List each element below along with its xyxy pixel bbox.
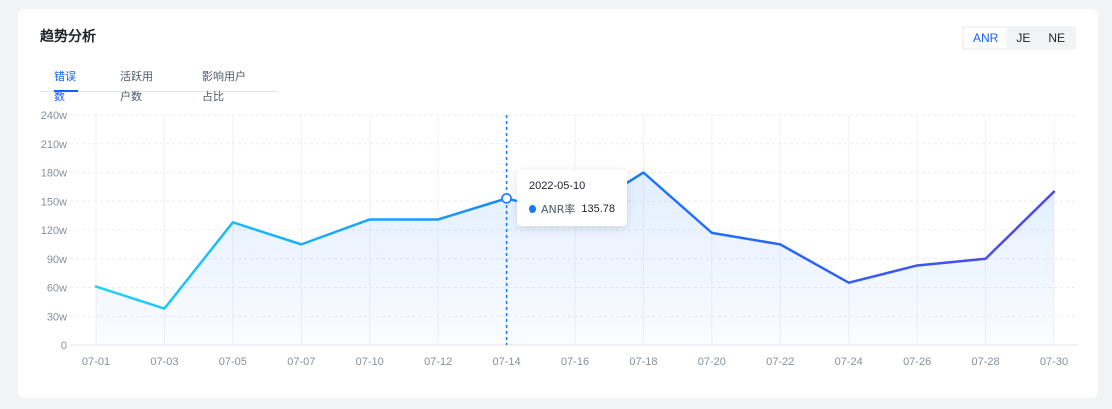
tooltip-row: ANR率 135.78 xyxy=(529,201,615,217)
x-tick-label: 07-18 xyxy=(629,356,657,368)
x-tick-label: 07-28 xyxy=(972,356,1000,368)
y-tick-label: 180w xyxy=(41,168,67,180)
x-tick-label: 07-14 xyxy=(493,356,521,368)
chart-tooltip: 2022-05-10 ANR率 135.78 xyxy=(517,170,627,226)
segment-anr[interactable]: ANR xyxy=(963,28,1008,48)
y-tick-label: 240w xyxy=(41,110,67,122)
x-tick-label: 07-30 xyxy=(1040,356,1068,368)
x-tick-label: 07-10 xyxy=(356,356,384,368)
x-tick-label: 07-20 xyxy=(698,356,726,368)
y-tick-label: 30w xyxy=(47,311,67,323)
segment-je[interactable]: JE xyxy=(1016,31,1031,45)
segment-ne[interactable]: NE xyxy=(1048,31,1065,45)
y-tick-label: 120w xyxy=(41,225,67,237)
x-tick-label: 07-24 xyxy=(835,356,863,368)
x-tick-label: 07-16 xyxy=(561,356,589,368)
tooltip-series-name: ANR率 xyxy=(540,203,576,216)
card-title: 趋势分析 xyxy=(40,29,96,45)
y-tick-label: 0 xyxy=(61,340,67,352)
tab-error-count[interactable]: 错误数 xyxy=(40,67,78,103)
x-tick-label: 07-05 xyxy=(219,356,247,368)
y-tick-label: 210w xyxy=(41,139,67,151)
series-dot xyxy=(529,205,536,213)
y-tick-label: 150w xyxy=(41,196,67,208)
x-tick-label: 07-01 xyxy=(82,356,110,368)
tab-affected-users-ratio[interactable]: 影响用户占比 xyxy=(202,70,246,103)
tab-active-users[interactable]: 活跃用户数 xyxy=(120,70,153,103)
y-tick-label: 90w xyxy=(47,254,67,266)
x-tick-label: 07-12 xyxy=(424,356,452,368)
x-tick-label: 07-26 xyxy=(903,356,931,368)
highlight-point[interactable] xyxy=(501,193,512,204)
series-area xyxy=(96,172,1054,345)
x-tick-label: 07-22 xyxy=(766,356,794,368)
x-tick-label: 07-03 xyxy=(150,356,178,368)
error-type-switch: ANR JE NE xyxy=(961,26,1076,50)
x-tick-label: 07-07 xyxy=(287,356,315,368)
tooltip-date: 2022-05-10 xyxy=(529,180,586,192)
y-tick-label: 60w xyxy=(47,283,67,295)
metric-tabs: 错误数 活跃用户数 影响用户占比 xyxy=(40,67,278,103)
tooltip-value: 135.78 xyxy=(581,203,615,215)
